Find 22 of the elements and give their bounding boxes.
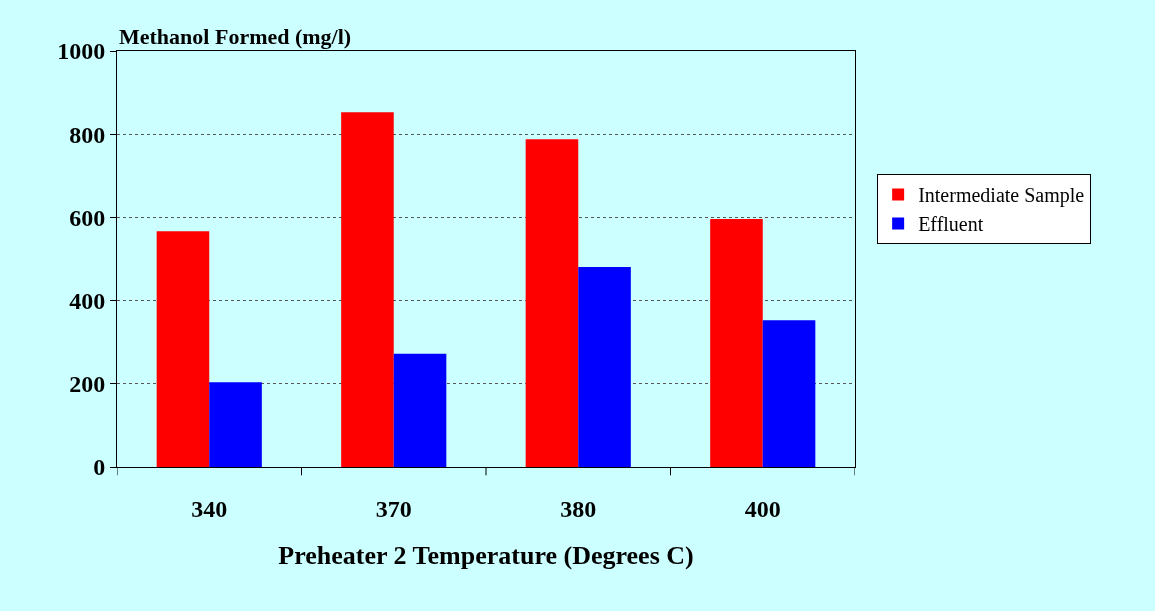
legend-label: Effluent [918,213,984,236]
bar [525,139,579,467]
x-axis-title: Preheater 2 Temperature (Degrees C) [278,541,694,571]
y-tick-label: 600 [69,204,106,231]
bar [156,231,210,467]
x-tick-label: 340 [191,495,228,522]
x-tick-label: 380 [560,495,597,522]
bar [209,382,262,467]
bar [393,353,447,467]
y-tick-label: 0 [93,454,106,481]
y-tick-label: 800 [69,121,106,148]
x-tick-label: 400 [744,495,781,522]
bar [341,112,394,467]
y-tick-label: 1000 [57,38,106,65]
legend-label: Intermediate Sample [918,184,1085,208]
bar [578,266,631,467]
y-tick-label: 200 [69,371,106,398]
bar [710,219,763,467]
bar [762,320,816,467]
x-tick-label: 370 [375,495,412,522]
y-axis-title: Methanol Formed (mg/l) [119,24,352,49]
y-tick-label: 400 [69,288,106,314]
